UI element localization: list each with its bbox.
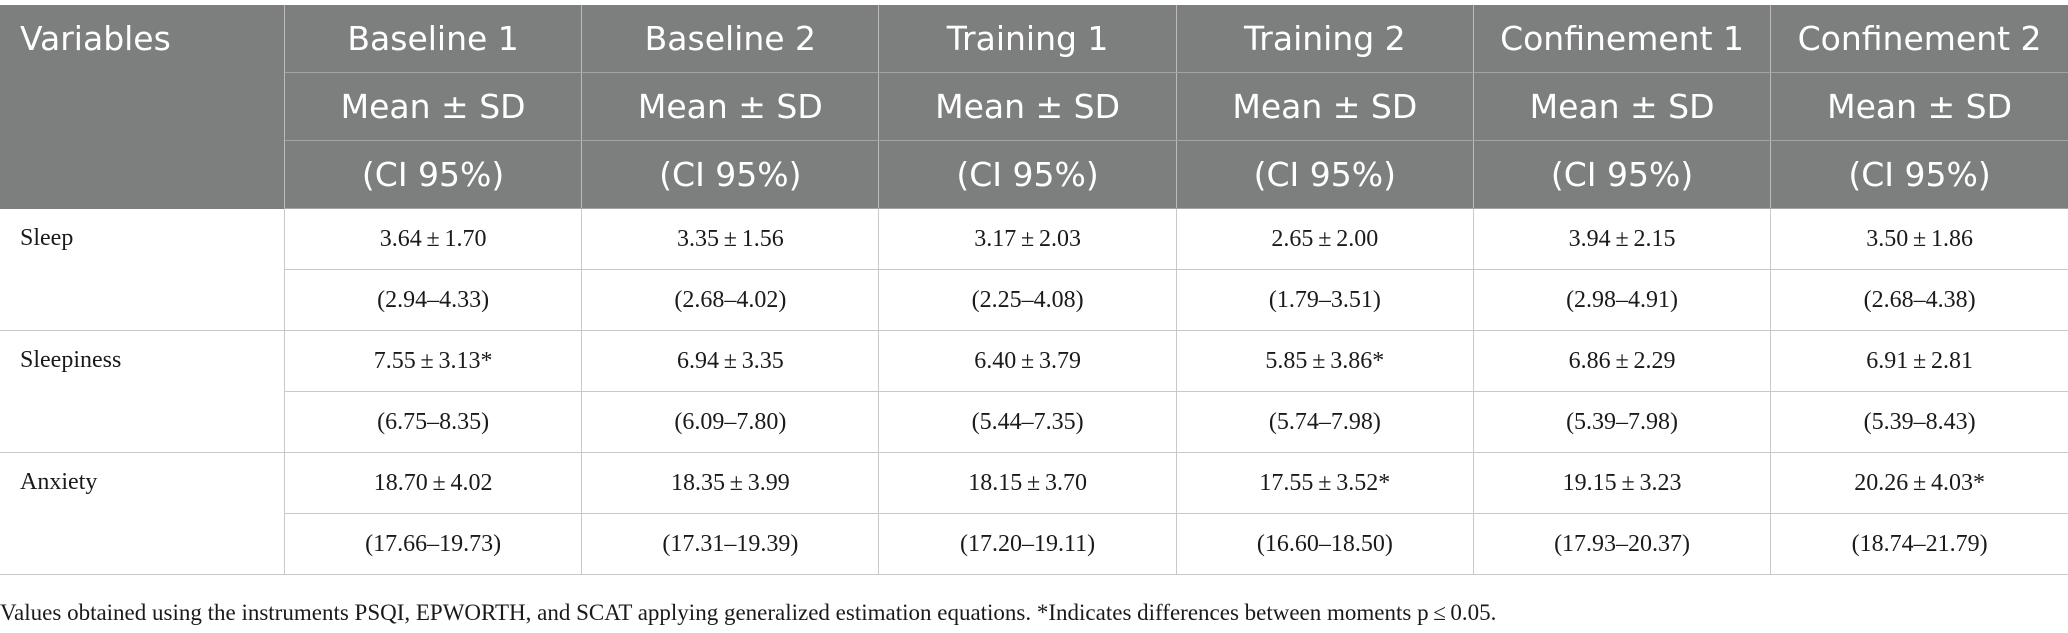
mean-cell: 3.50 ± 1.86 <box>1770 208 2068 270</box>
ci-cell: (6.75–8.35) <box>284 391 583 453</box>
ci-cell: (6.09–7.80) <box>581 391 880 453</box>
ci-cell: (5.39–7.98) <box>1473 391 1772 453</box>
header-stat: Mean ± SD <box>878 72 1177 141</box>
mean-cell: 3.17 ± 2.03 <box>878 208 1177 270</box>
header-row-period: Variables Baseline 1 Baseline 2 Training… <box>0 5 2068 209</box>
row-label-anxiety: Anxiety <box>0 452 285 575</box>
header-col-confinement-1: Confinement 1 <box>1473 5 1772 73</box>
header-stat: Mean ± SD <box>284 72 583 141</box>
mean-cell: 19.15 ± 3.23 <box>1473 452 1772 514</box>
ci-cell: (16.60–18.50) <box>1176 513 1474 575</box>
header-stat: Mean ± SD <box>581 72 880 141</box>
ci-cell: (2.68–4.02) <box>581 269 880 331</box>
mean-cell: 3.64 ± 1.70 <box>284 208 583 270</box>
ci-cell: (2.25–4.08) <box>878 269 1177 331</box>
ci-cell: (18.74–21.79) <box>1770 513 2068 575</box>
header-stat: Mean ± SD <box>1176 72 1474 141</box>
header-ci: (CI 95%) <box>878 140 1177 209</box>
header-col-confinement-2: Confinement 2 <box>1770 5 2068 73</box>
header-col-baseline-2: Baseline 2 <box>581 5 880 73</box>
header-col-baseline-1: Baseline 1 <box>284 5 583 73</box>
mean-cell: 2.65 ± 2.00 <box>1176 208 1474 270</box>
mean-cell: 6.91 ± 2.81 <box>1770 330 2068 392</box>
ci-cell: (5.39–8.43) <box>1770 391 2068 453</box>
ci-cell: (17.93–20.37) <box>1473 513 1772 575</box>
header-row-stat: Mean ± SD Mean ± SD Mean ± SD Mean ± SD … <box>0 72 2068 141</box>
ci-cell: (2.68–4.38) <box>1770 269 2068 331</box>
mean-cell: 6.94 ± 3.35 <box>581 330 880 392</box>
row-label-sleepiness: Sleepiness <box>0 330 285 453</box>
table-body: Sleep 3.64 ± 1.70 3.35 ± 1.56 3.17 ± 2.0… <box>0 208 2068 575</box>
header-variables: Variables <box>0 5 285 209</box>
results-table: Variables Baseline 1 Baseline 2 Training… <box>0 5 2068 575</box>
ci-cell: (2.98–4.91) <box>1473 269 1772 331</box>
table-row-sleep-mean: Sleep 3.64 ± 1.70 3.35 ± 1.56 3.17 ± 2.0… <box>0 208 2068 331</box>
ci-cell: (17.66–19.73) <box>284 513 583 575</box>
header-col-training-1: Training 1 <box>878 5 1177 73</box>
row-label-sleep: Sleep <box>0 208 285 331</box>
header-ci: (CI 95%) <box>1176 140 1474 209</box>
mean-cell: 5.85 ± 3.86* <box>1176 330 1474 392</box>
mean-cell: 3.35 ± 1.56 <box>581 208 880 270</box>
table-row-anxiety-ci: (17.66–19.73) (17.31–19.39) (17.20–19.11… <box>0 513 2068 575</box>
mean-cell: 18.15 ± 3.70 <box>878 452 1177 514</box>
table-row-sleep-ci: (2.94–4.33) (2.68–4.02) (2.25–4.08) (1.7… <box>0 269 2068 331</box>
table-header: Variables Baseline 1 Baseline 2 Training… <box>0 5 2068 209</box>
header-ci: (CI 95%) <box>1473 140 1772 209</box>
table-footnote: Values obtained using the instruments PS… <box>0 600 1497 625</box>
header-stat: Mean ± SD <box>1770 72 2068 141</box>
results-table-container: Variables Baseline 1 Baseline 2 Training… <box>0 5 2068 575</box>
table-row-anxiety-mean: Anxiety 18.70 ± 4.02 18.35 ± 3.99 18.15 … <box>0 452 2068 575</box>
table-row-sleepiness-mean: Sleepiness 7.55 ± 3.13* 6.94 ± 3.35 6.40… <box>0 330 2068 453</box>
ci-cell: (1.79–3.51) <box>1176 269 1474 331</box>
table-row-sleepiness-ci: (6.75–8.35) (6.09–7.80) (5.44–7.35) (5.7… <box>0 391 2068 453</box>
ci-cell: (17.31–19.39) <box>581 513 880 575</box>
ci-cell: (5.44–7.35) <box>878 391 1177 453</box>
mean-cell: 18.70 ± 4.02 <box>284 452 583 514</box>
ci-cell: (2.94–4.33) <box>284 269 583 331</box>
mean-cell: 7.55 ± 3.13* <box>284 330 583 392</box>
mean-cell: 17.55 ± 3.52* <box>1176 452 1474 514</box>
header-col-training-2: Training 2 <box>1176 5 1474 73</box>
mean-cell: 18.35 ± 3.99 <box>581 452 880 514</box>
header-ci: (CI 95%) <box>581 140 880 209</box>
mean-cell: 3.94 ± 2.15 <box>1473 208 1772 270</box>
header-ci: (CI 95%) <box>1770 140 2068 209</box>
ci-cell: (5.74–7.98) <box>1176 391 1474 453</box>
mean-cell: 20.26 ± 4.03* <box>1770 452 2068 514</box>
mean-cell: 6.40 ± 3.79 <box>878 330 1177 392</box>
header-row-ci: (CI 95%) (CI 95%) (CI 95%) (CI 95%) (CI … <box>0 140 2068 209</box>
header-stat: Mean ± SD <box>1473 72 1772 141</box>
ci-cell: (17.20–19.11) <box>878 513 1177 575</box>
header-ci: (CI 95%) <box>284 140 583 209</box>
mean-cell: 6.86 ± 2.29 <box>1473 330 1772 392</box>
